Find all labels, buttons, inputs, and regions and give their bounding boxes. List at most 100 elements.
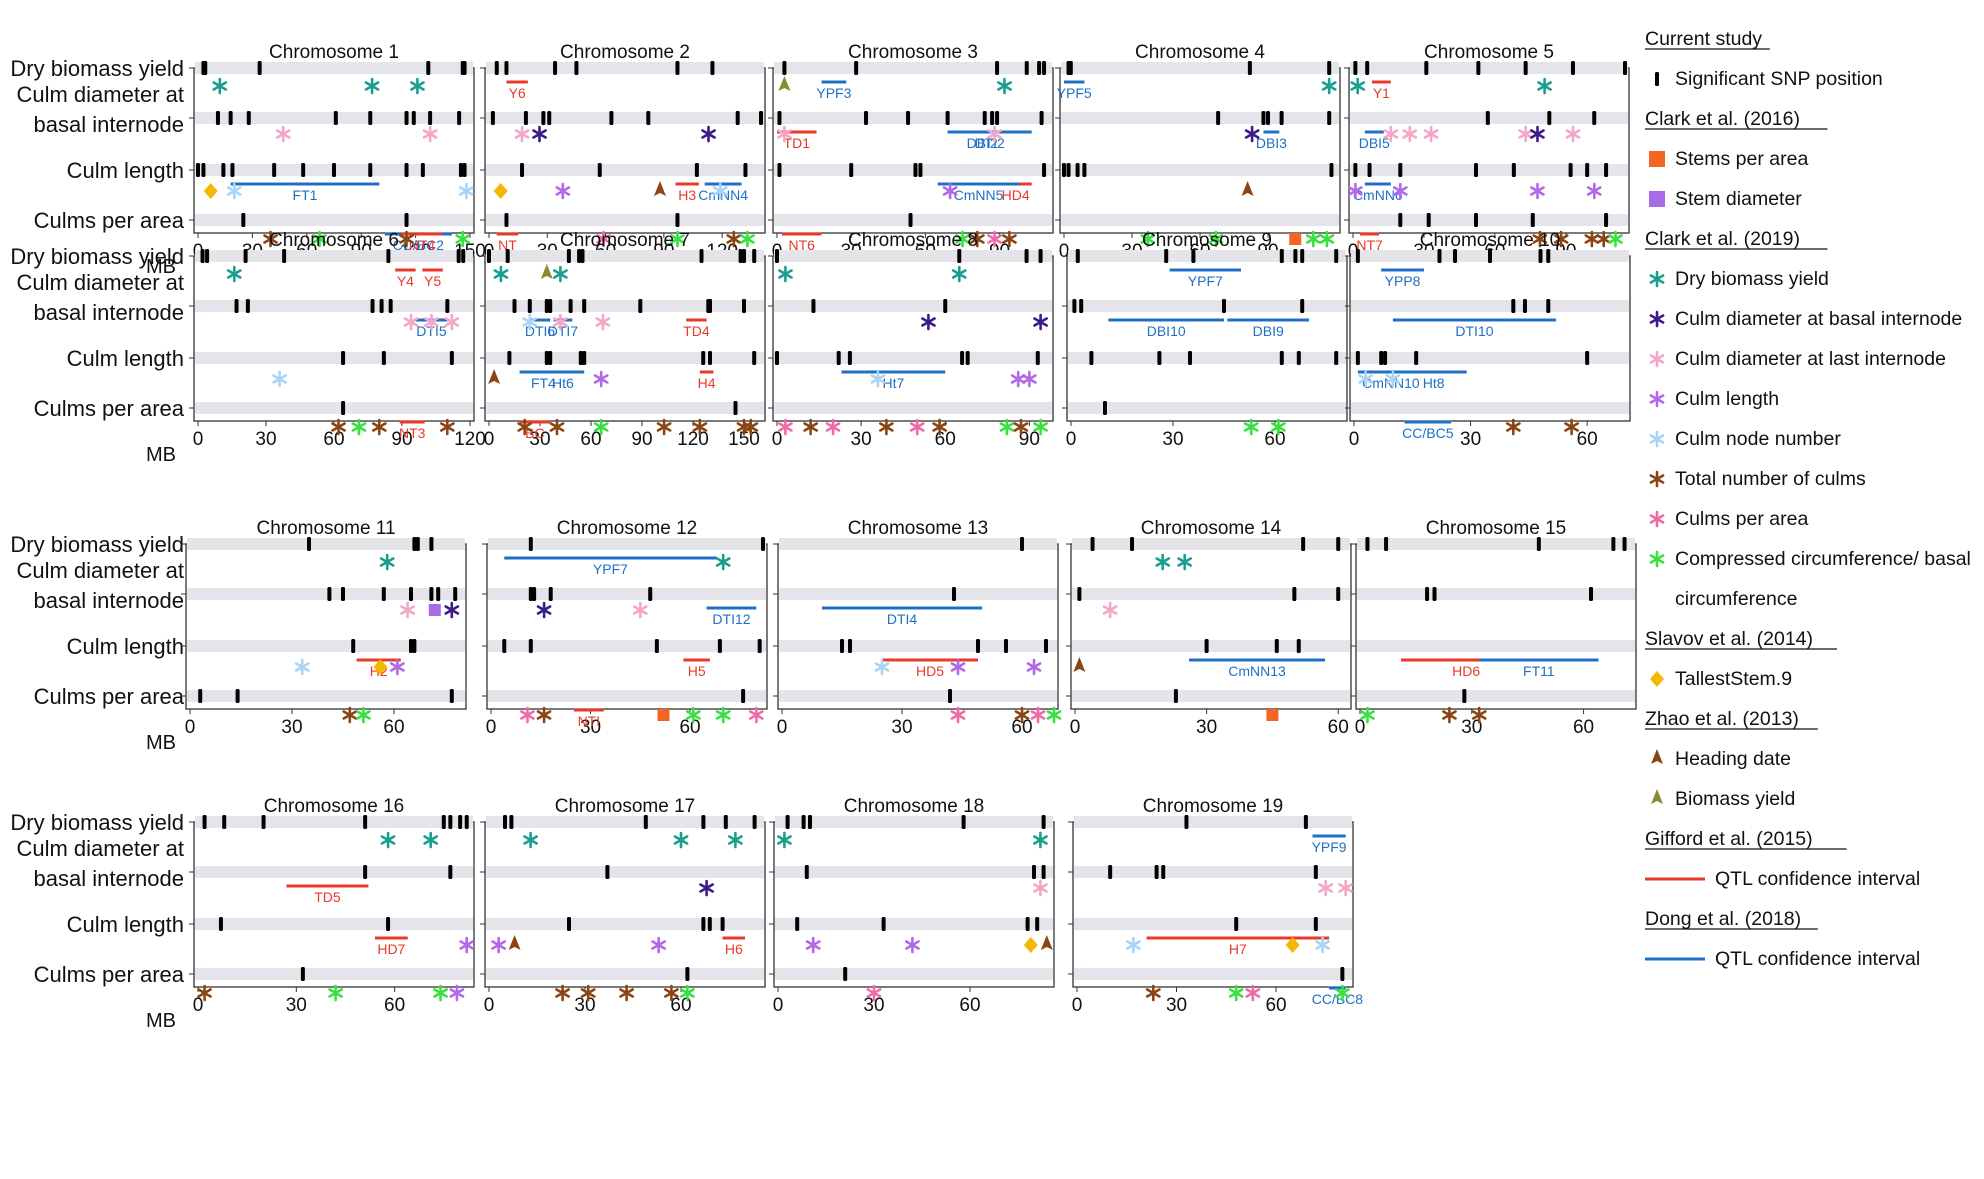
snp-marker [527, 299, 532, 313]
x-tick-label: 90 [631, 429, 652, 450]
snp-marker [752, 249, 757, 263]
trait-star-marker [351, 418, 367, 436]
trait-star-marker [356, 706, 371, 724]
snp-marker [404, 163, 409, 177]
trait-star-marker [997, 77, 1012, 95]
snp-marker [245, 299, 250, 313]
snp-marker [458, 163, 463, 177]
row-label: Culm diameter at [16, 82, 184, 107]
snp-marker [1604, 163, 1609, 177]
qtl-label: Y1 [1373, 85, 1390, 101]
trait-track [1074, 816, 1352, 828]
snp-marker [952, 587, 956, 601]
trait-star-marker [440, 418, 455, 436]
qtl-label: DBI2 [967, 135, 998, 151]
snp-marker [1485, 111, 1490, 125]
panel-title: Chromosome 13 [848, 518, 988, 539]
snp-marker [752, 351, 757, 365]
trait-star-marker [1319, 230, 1335, 248]
snp-marker [1296, 639, 1301, 653]
snp-marker [1037, 61, 1042, 75]
trait-track [486, 300, 764, 312]
trait-star-marker [549, 418, 565, 436]
qtl-label: HD4 [1002, 187, 1030, 203]
chromosome-panel: Chromosome 8 0 30 60 90 Ht7 [768, 230, 1054, 450]
x-tick-label: 30 [574, 995, 595, 1016]
trait-star-marker [1358, 370, 1373, 388]
snp-marker [854, 61, 859, 75]
snp-marker [1300, 249, 1305, 263]
diamond-marker [493, 183, 508, 199]
snp-marker [708, 351, 712, 365]
snp-marker [723, 815, 728, 829]
snp-marker [1042, 61, 1047, 75]
square-marker [428, 604, 441, 616]
snp-marker [982, 111, 987, 125]
panel-title: Chromosome 2 [560, 42, 690, 63]
snp-marker [1476, 61, 1481, 75]
snp-marker [512, 299, 517, 313]
legend-label: Stem diameter [1675, 188, 1802, 210]
snp-marker [462, 163, 467, 177]
panel-frame [777, 543, 1059, 710]
trait-star-marker [449, 984, 465, 1002]
panel-frame [1072, 821, 1354, 988]
trait-track [1068, 352, 1346, 364]
snp-marker [808, 815, 812, 829]
x-tick-label: 30 [1461, 717, 1482, 738]
snp-marker [230, 163, 235, 177]
chromosome-panel: Chromosome 16 0 30 60 TD5 HD7 [189, 796, 475, 1016]
triangle-icon [1651, 789, 1663, 804]
legend-label: Culm diameter at basal internode [1675, 308, 1962, 330]
snp-marker [541, 111, 546, 125]
trait-star-marker [1033, 879, 1048, 897]
snp-marker [1547, 111, 1552, 125]
triangle-marker [778, 76, 791, 91]
snp-marker [1327, 61, 1332, 75]
trait-star-marker [226, 265, 242, 283]
trait-track [195, 250, 473, 262]
trait-star-marker [879, 418, 894, 436]
trait-star-marker [197, 984, 212, 1002]
row-label: Culm length [67, 346, 184, 371]
trait-star-marker [1335, 984, 1350, 1002]
snp-marker [1222, 299, 1226, 313]
legend-heading: Clark et al. (2016) [1645, 108, 1800, 130]
trait-star-marker [553, 313, 568, 331]
chromosome-panel: Chromosome 20306090120Y6H3CmNN4NT [480, 42, 766, 262]
qtl-label: CmNN6 [1353, 187, 1403, 203]
snp-marker [1075, 249, 1080, 263]
snp-marker [1511, 299, 1516, 313]
snp-marker [196, 163, 200, 177]
x-tick-label: 60 [323, 429, 344, 450]
trait-star-marker [523, 831, 538, 849]
snp-marker [426, 61, 431, 75]
panel-title: Chromosome 4 [1135, 42, 1265, 63]
panel-title: Chromosome 6 [269, 230, 399, 251]
trait-star-marker [673, 831, 689, 849]
trait-star-marker [1315, 936, 1330, 954]
snp-marker [605, 865, 610, 879]
chromosome-panel: Chromosome 15 0 30 60 HD6 FT11 [1351, 518, 1637, 738]
snp-marker [1062, 163, 1066, 177]
legend-label: Significant SNP position [1675, 68, 1883, 90]
qtl-label: H6 [725, 941, 743, 957]
snp-marker [1108, 865, 1113, 879]
panel-frame [1059, 67, 1341, 234]
x-tick-label: 0 [193, 429, 204, 450]
trait-track [195, 300, 473, 312]
snp-marker [420, 163, 425, 177]
trait-star-marker [444, 313, 460, 331]
snp-marker [717, 639, 722, 653]
qtl-label: DTI7 [548, 323, 579, 339]
panel-frame [772, 67, 1054, 234]
legend-label: Compressed circumference/ basal [1675, 548, 1971, 570]
trait-track [774, 352, 1052, 364]
trait-star-marker [743, 418, 759, 436]
trait-star-marker [390, 658, 405, 676]
snp-marker [990, 111, 995, 125]
star-icon [1649, 390, 1665, 408]
snp-marker [301, 163, 306, 177]
snp-marker [1355, 249, 1360, 263]
